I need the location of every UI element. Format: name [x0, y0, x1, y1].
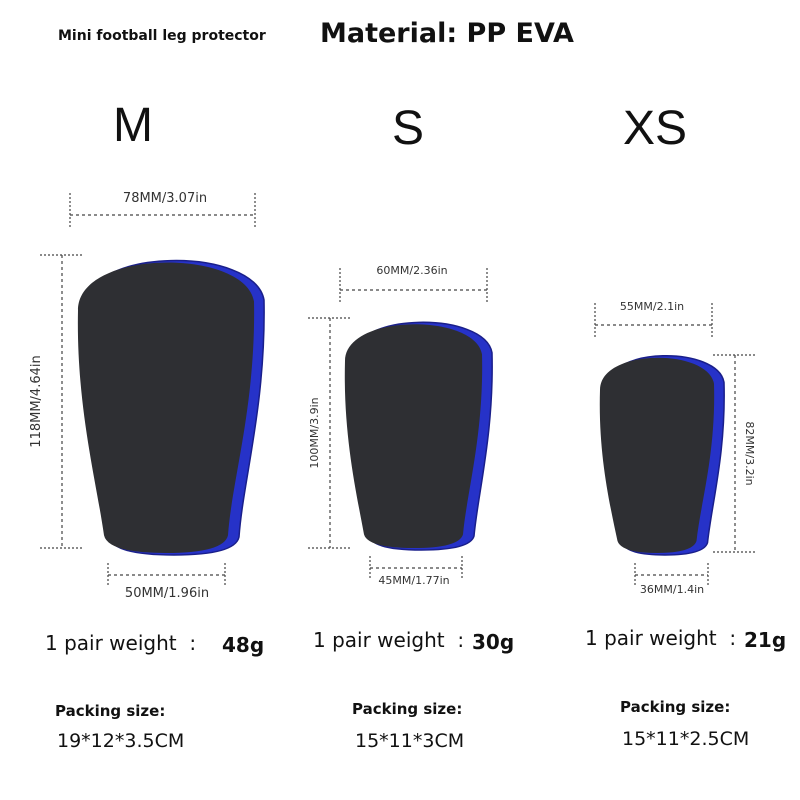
packing-size: 19*12*3.5CM [57, 730, 184, 752]
subtitle: Mini football leg protector [58, 28, 266, 44]
height: 82MM/3.2in [743, 421, 756, 485]
guard-body [77, 262, 255, 553]
size-panel: M 78MM/3.07in 118MM/4.64in 50MM/1.96in 1 pai… [29, 99, 265, 752]
top-width: 60MM/2.36in [376, 264, 447, 277]
guard-body [344, 324, 483, 548]
top-width: 55MM/2.1in [620, 300, 684, 313]
top-width: 78MM/3.07in [123, 191, 207, 206]
title: Material: PP EVA [320, 18, 574, 49]
weight-label: 1 pair weight : [585, 626, 736, 650]
size-panel: S 60MM/2.36in 100MM/3.9in 45MM/1.77in 1 pair… [308, 102, 514, 752]
size-label: XS [623, 102, 687, 155]
bottom-width: 45MM/1.77in [378, 574, 449, 587]
guard-body [599, 357, 715, 553]
size-label: M [113, 99, 153, 152]
packing-label: Packing size: [352, 700, 462, 718]
packing-label: Packing size: [620, 698, 730, 716]
weight-value: 21g [744, 628, 786, 652]
weight-label: 1 pair weight : [45, 631, 196, 655]
weight-value: 30g [472, 630, 514, 654]
height: 118MM/4.64in [29, 355, 44, 447]
packing-size: 15*11*3CM [355, 730, 464, 752]
packing-label: Packing size: [55, 702, 165, 720]
size-label: S [392, 102, 424, 155]
packing-size: 15*11*2.5CM [622, 728, 749, 750]
size-panel: XS 55MM/2.1in 82MM/3.2in 36MM/1.4in 1 pair w… [585, 102, 786, 750]
weight-value: 48g [222, 633, 264, 657]
weight-label: 1 pair weight : [313, 628, 464, 652]
height: 100MM/3.9in [308, 397, 321, 468]
bottom-width: 36MM/1.4in [640, 583, 704, 596]
bottom-width: 50MM/1.96in [125, 586, 209, 601]
